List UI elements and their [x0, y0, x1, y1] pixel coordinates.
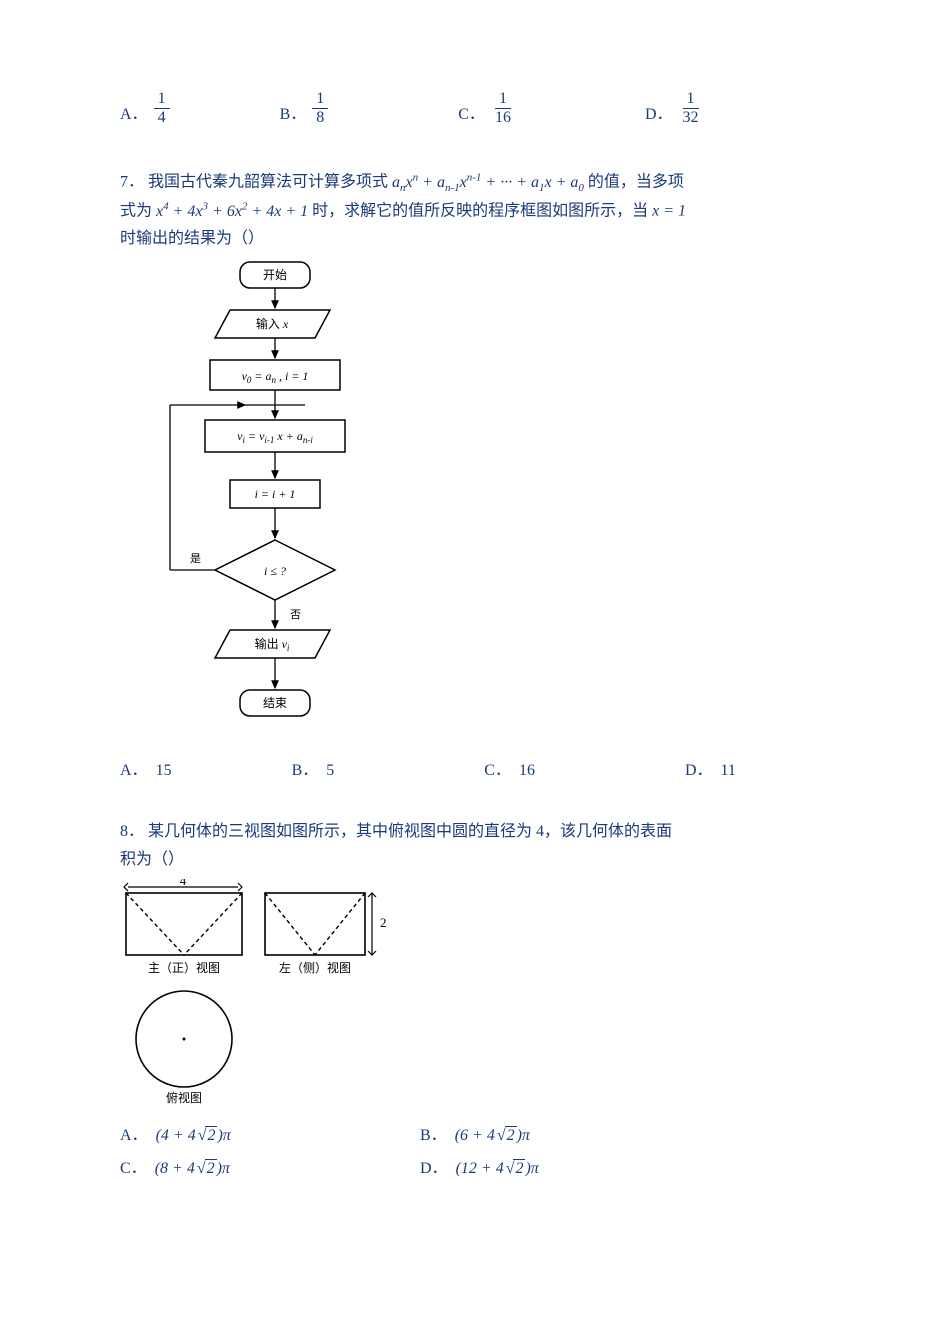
- option-label: B．: [280, 101, 307, 128]
- flowchart: 开始 输入 x v0 = an , i = 1 vi = vi-1 x + an…: [150, 260, 825, 749]
- q7-option-d: D． 11: [685, 757, 736, 784]
- q6-option-d: D． 1 32: [645, 90, 703, 128]
- q8-text: 8． 某几何体的三视图如图所示，其中俯视图中圆的直径为 4，该几何体的表面 积为…: [120, 818, 825, 872]
- q8-option-c: C． (8 + 42)π: [120, 1155, 420, 1182]
- q7-option-a: A． 15: [120, 757, 172, 784]
- q7-poly-general: anxn + an-1xn-1 + ··· + a1x + a0: [392, 174, 584, 191]
- q8-option-a: A． (4 + 42)π: [120, 1122, 420, 1149]
- flow-start: 开始: [263, 268, 287, 282]
- q8-expr: (6 + 42)π: [455, 1122, 530, 1149]
- svg-text:2: 2: [380, 915, 387, 930]
- q6-option-a: A． 1 4: [120, 90, 170, 128]
- three-views: 4 主（正）视图 左（侧）视图 2 俯视图: [120, 879, 825, 1118]
- option-label: A．: [120, 101, 148, 128]
- svg-text:i ≤ ?: i ≤ ?: [264, 564, 286, 578]
- svg-text:结束: 结束: [263, 696, 287, 710]
- option-label: D．: [645, 101, 673, 128]
- q7-cond: x = 1: [652, 203, 686, 220]
- q7-option-b: B． 5: [292, 757, 335, 784]
- fraction: 1 4: [154, 90, 170, 126]
- fraction: 1 8: [312, 90, 328, 126]
- q8-expr: (8 + 42)π: [155, 1155, 230, 1182]
- svg-text:俯视图: 俯视图: [166, 1090, 202, 1105]
- fraction: 1 32: [679, 90, 703, 126]
- q8-expr: (4 + 42)π: [156, 1122, 231, 1149]
- q7-poly-specific: x4 + 4x3 + 6x2 + 4x + 1: [156, 203, 308, 220]
- fraction: 1 16: [491, 90, 515, 126]
- svg-text:主（正）视图: 主（正）视图: [148, 960, 220, 975]
- q6-option-b: B． 1 8: [280, 90, 329, 128]
- question-8: 8． 某几何体的三视图如图所示，其中俯视图中圆的直径为 4，该几何体的表面 积为…: [120, 818, 825, 1182]
- option-label: C．: [458, 101, 485, 128]
- q7-options: A． 15 B． 5 C． 16 D． 11: [120, 757, 825, 784]
- q6-options: A． 1 4 B． 1 8 C． 1 16 D． 1 32: [120, 90, 825, 128]
- q8-option-b: B． (6 + 42)π: [420, 1122, 720, 1149]
- svg-text:左（侧）视图: 左（侧）视图: [279, 960, 351, 975]
- svg-text:是: 是: [190, 552, 201, 565]
- q7-option-c: C． 16: [484, 757, 535, 784]
- svg-text:i = i + 1: i = i + 1: [255, 487, 296, 501]
- q8-expr: (12 + 42)π: [456, 1155, 539, 1182]
- q8-options: A． (4 + 42)π B． (6 + 42)π C． (8 + 42)π D…: [120, 1122, 825, 1182]
- svg-text:输出 vi: 输出 vi: [255, 636, 290, 653]
- svg-text:输入 x: 输入 x: [256, 316, 289, 331]
- svg-text:否: 否: [290, 609, 301, 621]
- svg-text:4: 4: [180, 879, 187, 888]
- flowchart-svg: 开始 输入 x v0 = an , i = 1 vi = vi-1 x + an…: [150, 260, 380, 740]
- q7-text: 7． 我国古代秦九韶算法可计算多项式 anxn + an-1xn-1 + ···…: [120, 168, 825, 252]
- q6-option-c: C． 1 16: [458, 90, 515, 128]
- question-7: 7． 我国古代秦九韶算法可计算多项式 anxn + an-1xn-1 + ···…: [120, 168, 825, 784]
- q7-number: 7．: [120, 174, 144, 191]
- svg-text:vi = vi-1 x + an-i: vi = vi-1 x + an-i: [237, 429, 313, 445]
- views-svg: 4 主（正）视图 左（侧）视图 2 俯视图: [120, 879, 400, 1109]
- q8-option-d: D． (12 + 42)π: [420, 1155, 720, 1182]
